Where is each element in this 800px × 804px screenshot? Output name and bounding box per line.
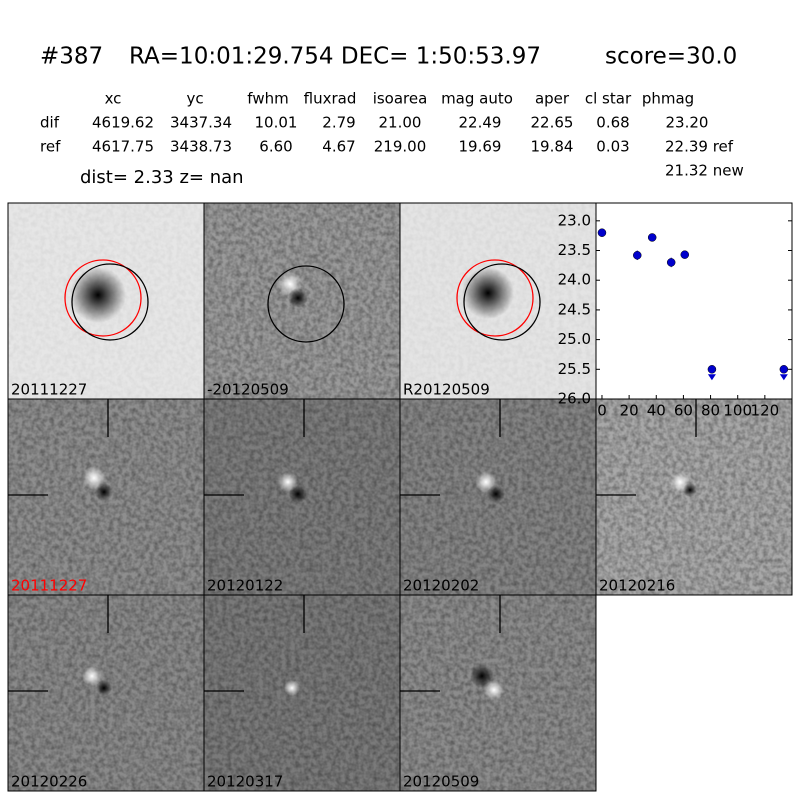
- score: score=30.0: [605, 44, 737, 70]
- table-cell: 0.03: [596, 138, 629, 156]
- x-tick-label: 0: [597, 402, 607, 420]
- limit-point: [707, 365, 717, 374]
- table-cell: 6.60: [259, 138, 292, 156]
- y-tick-label: 23.0: [558, 211, 591, 229]
- y-tick-label: 26.0: [558, 390, 591, 408]
- image-label: 20120317: [207, 773, 283, 791]
- cutout-image: 20111227: [7, 202, 205, 400]
- source-blob: [96, 680, 112, 696]
- y-tick-label: 25.5: [558, 360, 591, 378]
- table-cell: 21.00: [379, 114, 422, 132]
- source-blob: [487, 485, 505, 503]
- table-cell: 22.65: [531, 114, 574, 132]
- x-tick-label: 80: [701, 402, 720, 420]
- table-note: 21.32 new: [665, 162, 744, 180]
- plot-bg: [595, 202, 793, 400]
- column-header: mag auto: [441, 90, 513, 108]
- image-frame: [399, 594, 597, 792]
- data-point: [633, 251, 642, 260]
- dif-circle: [71, 263, 149, 341]
- image-label: 20111227: [11, 577, 87, 595]
- image-label: 20111227: [11, 381, 87, 399]
- cutout-image: 20111227: [7, 398, 205, 596]
- cutout-image: 20120317: [203, 594, 401, 792]
- ref-circle: [456, 259, 534, 337]
- cutout-image: 20120509: [399, 594, 597, 792]
- x-tick-label: 40: [647, 402, 666, 420]
- ref-circle: [64, 259, 142, 337]
- data-point: [597, 228, 607, 237]
- table-cell: 19.84: [531, 138, 574, 156]
- source-blob: [70, 267, 126, 323]
- y-tick-label: 24.0: [558, 271, 591, 289]
- source-blob: [683, 483, 697, 497]
- image-label: 20120216: [599, 577, 675, 595]
- table-cell: 219.00: [374, 138, 427, 156]
- source-blob: [289, 485, 307, 503]
- table-cell: dif: [40, 114, 60, 132]
- table-cell: 3437.34: [170, 114, 232, 132]
- x-tick-label: 60: [674, 402, 693, 420]
- table-cell: 22.39 ref: [665, 138, 734, 156]
- y-tick-label: 24.5: [558, 300, 591, 318]
- x-tick-label: 20: [620, 402, 639, 420]
- image-label: 20120509: [403, 773, 479, 791]
- column-header: aper: [535, 90, 570, 108]
- table-cell: 23.20: [666, 114, 709, 132]
- limit-arrow: [707, 374, 716, 381]
- cutout-image: 20120226: [7, 594, 205, 792]
- column-header: yc: [186, 90, 203, 108]
- cutout-image: 20120216: [595, 398, 793, 596]
- coordinates: RA=10:01:29.754 DEC= 1:50:53.97: [129, 44, 541, 70]
- y-tick-label: 23.5: [558, 241, 591, 259]
- image-label: R20120509: [403, 381, 490, 399]
- dif-circle: [267, 265, 345, 343]
- data-point: [680, 250, 690, 259]
- image-label: 20120226: [11, 773, 87, 791]
- table-cell: 3438.73: [170, 138, 232, 156]
- column-header: phmag: [642, 90, 694, 108]
- image-noise: [204, 595, 400, 791]
- source-blob: [288, 288, 308, 308]
- table-cell: 22.49: [459, 114, 502, 132]
- data-point: [647, 233, 657, 242]
- data-point: [666, 258, 676, 267]
- table-cell: 0.68: [596, 114, 629, 132]
- table-cell: 10.01: [255, 114, 298, 132]
- y-tick-label: 25.0: [558, 330, 591, 348]
- source-blob: [95, 483, 113, 501]
- source-blob: [284, 680, 300, 696]
- limit-point: [779, 365, 789, 374]
- image-label: 20120122: [207, 577, 283, 595]
- column-header: cl star: [585, 90, 632, 108]
- source-blob: [484, 680, 504, 700]
- cutout-image: -20120509: [203, 202, 401, 400]
- image-label: 20120202: [403, 577, 479, 595]
- limit-arrow: [779, 374, 788, 381]
- table-cell: 4.67: [322, 138, 355, 156]
- cutout-image: 20120202: [399, 398, 597, 596]
- x-tick-label: 120: [751, 402, 780, 420]
- table-cell: 4617.75: [92, 138, 154, 156]
- cutout-image: 20120122: [203, 398, 401, 596]
- image-noise: [596, 399, 792, 595]
- image-label: -20120509: [207, 381, 289, 399]
- object-id: #387: [40, 44, 103, 70]
- x-tick-label: 100: [723, 402, 752, 420]
- column-header: isoarea: [373, 90, 428, 108]
- column-header: fwhm: [247, 90, 288, 108]
- column-header: fluxrad: [304, 90, 357, 108]
- source-blob: [82, 666, 102, 686]
- dist-line: dist= 2.33 z= nan: [80, 167, 244, 188]
- dif-circle: [463, 263, 541, 341]
- table-cell: 19.69: [459, 138, 502, 156]
- column-header: xc: [105, 90, 122, 108]
- cutout-image: R20120509: [399, 202, 597, 400]
- source-blob: [462, 267, 514, 319]
- table-cell: ref: [40, 138, 61, 156]
- table-cell: 2.79: [322, 114, 355, 132]
- table-cell: 4619.62: [92, 114, 154, 132]
